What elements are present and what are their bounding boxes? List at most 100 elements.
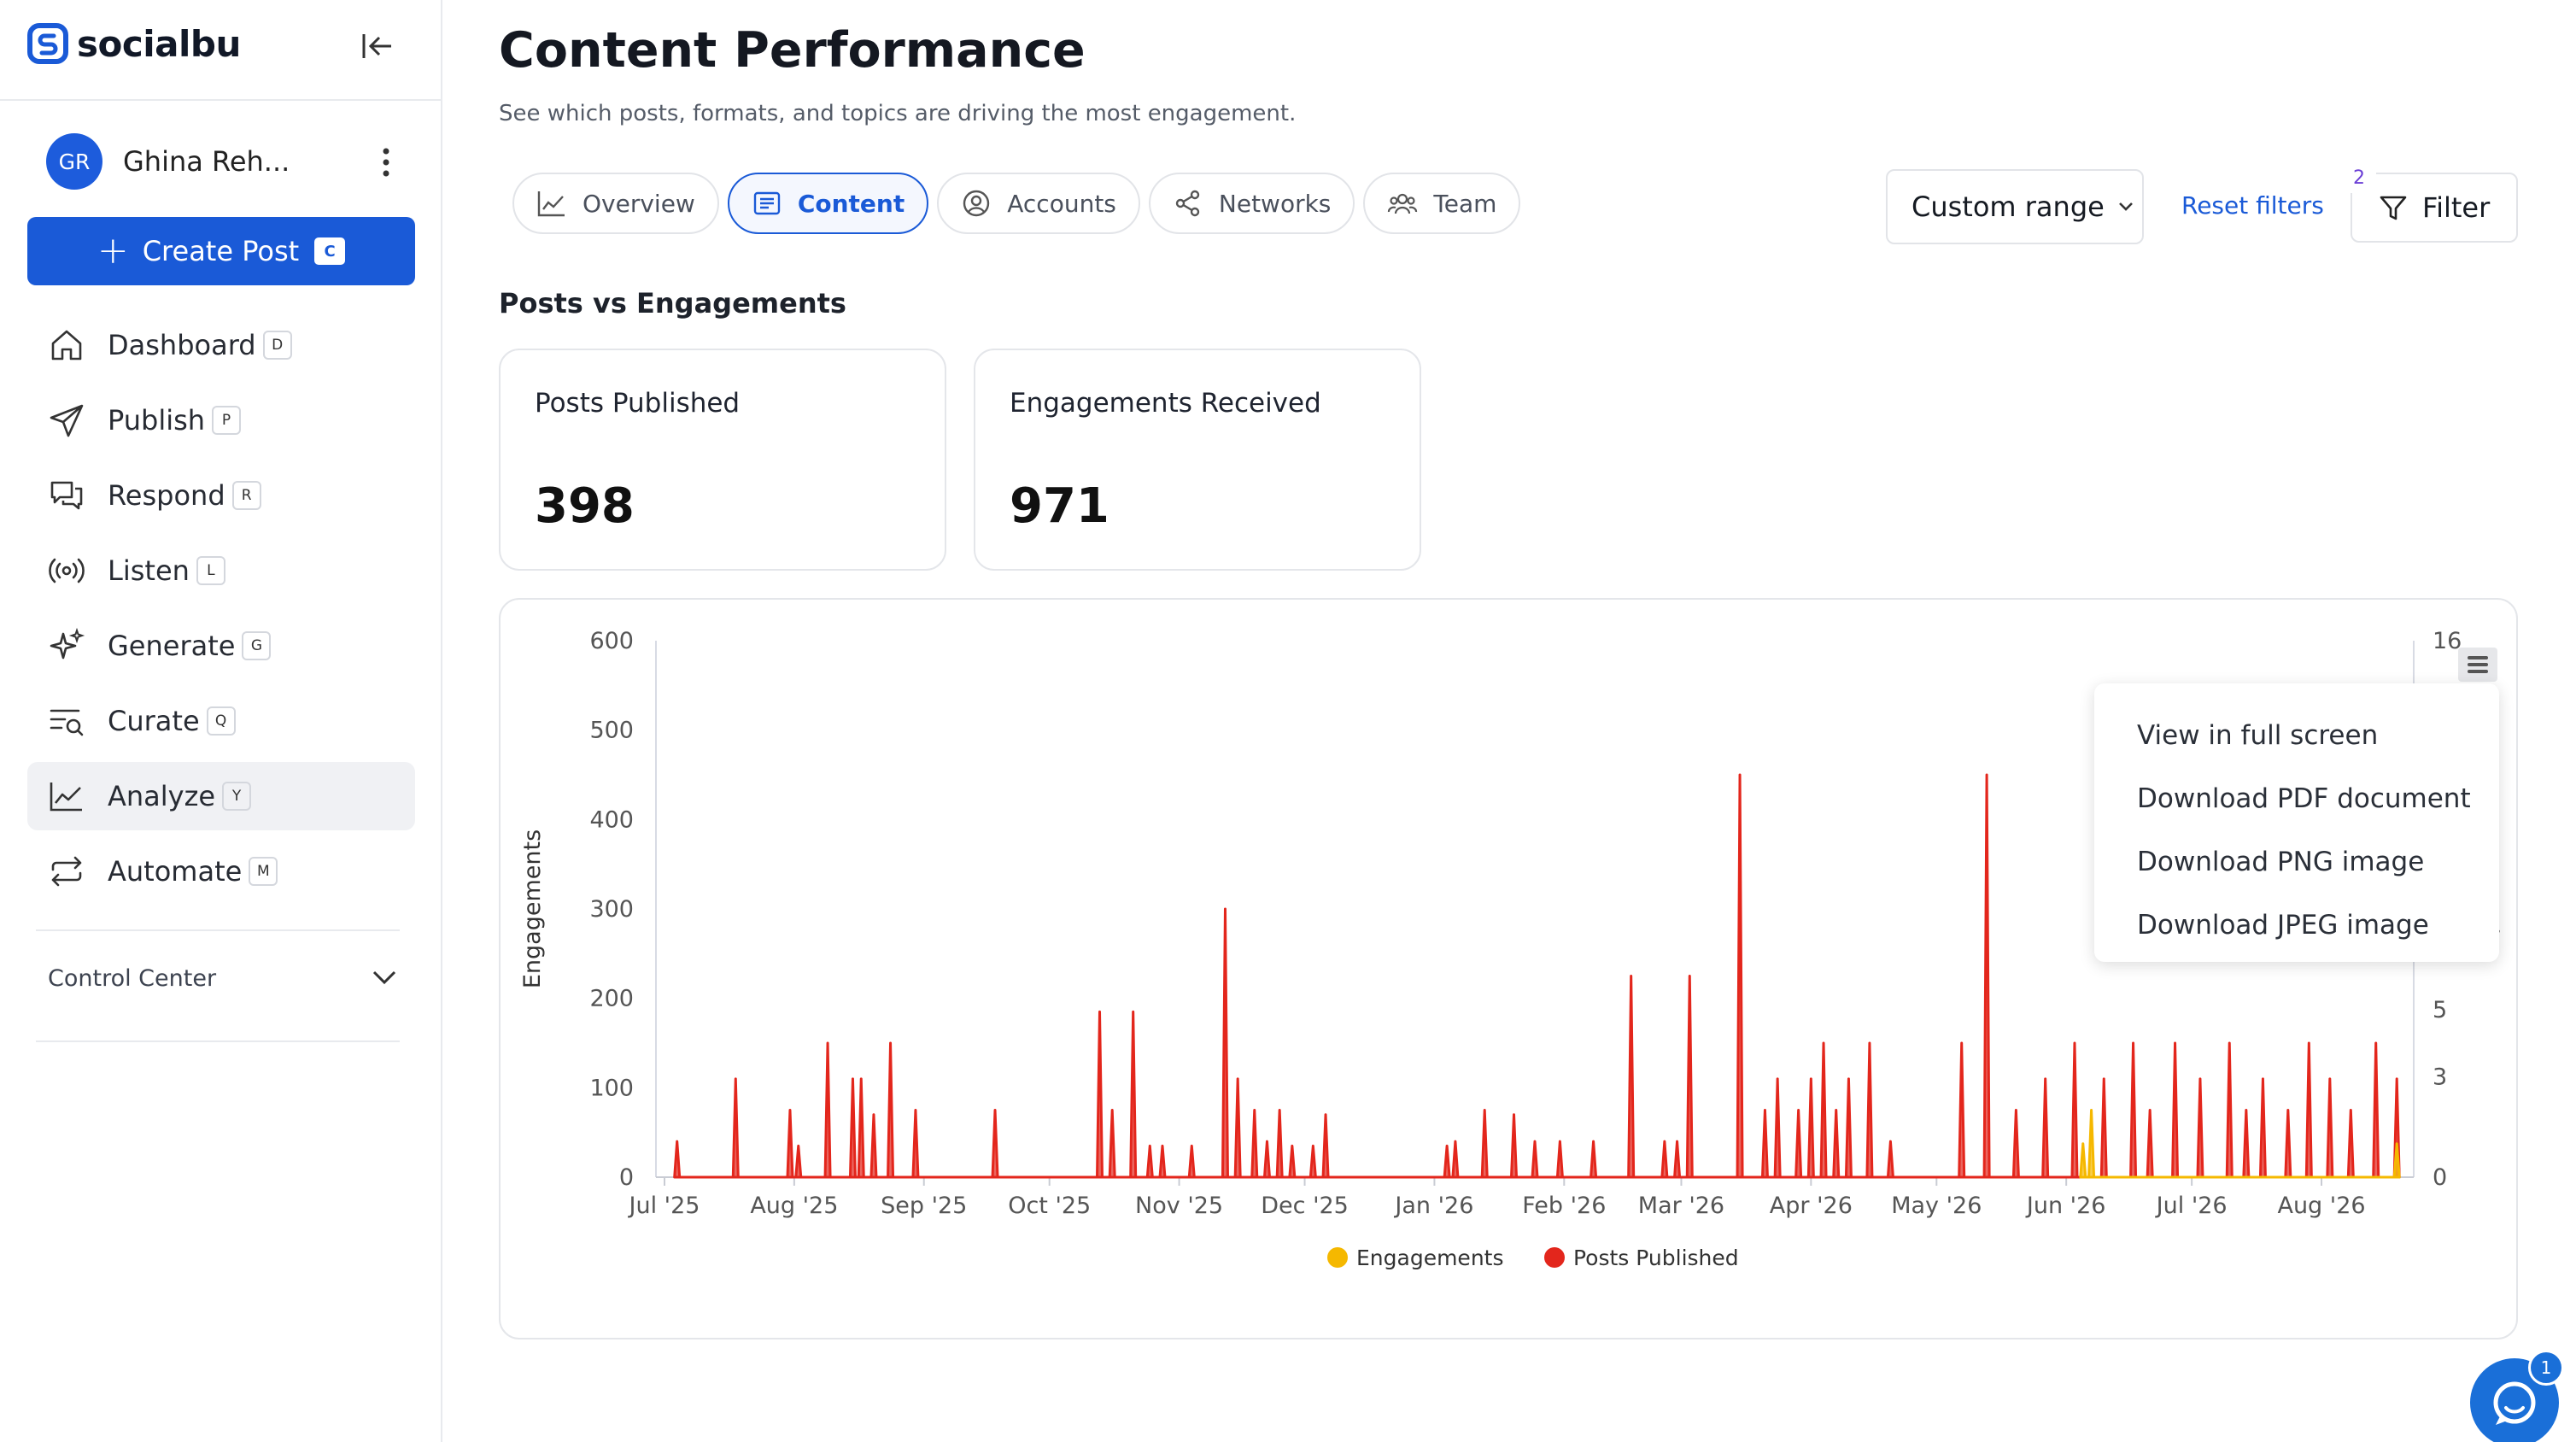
chat-icon bbox=[50, 481, 83, 510]
hamburger-icon bbox=[2468, 670, 2488, 673]
chevron-down-icon bbox=[372, 970, 396, 985]
page-title: Content Performance bbox=[499, 22, 1086, 79]
nav-item-generate[interactable]: Generate G bbox=[27, 612, 415, 680]
socialbu-logo-icon bbox=[27, 23, 68, 64]
x-tick-label: Aug '25 bbox=[750, 1193, 838, 1219]
menu-item-download-jpeg[interactable]: Download JPEG image bbox=[2137, 910, 2429, 941]
nav-item-publish[interactable]: Publish P bbox=[27, 386, 415, 454]
stat-card-engagements: Engagements Received 971 bbox=[974, 349, 1421, 571]
x-tick-label: Jul '26 bbox=[2155, 1193, 2228, 1219]
sidebar: socialbu GR Ghina Reh... + Create Post C… bbox=[0, 0, 442, 1442]
trend-icon bbox=[537, 191, 565, 217]
more-vertical-icon[interactable] bbox=[376, 145, 396, 179]
legend-marker bbox=[1327, 1247, 1348, 1268]
funnel-icon bbox=[2380, 196, 2407, 220]
shortcut-badge: M bbox=[249, 857, 278, 886]
posts-published-series-area bbox=[673, 773, 2401, 1179]
control-center-label: Control Center bbox=[48, 964, 217, 992]
user-circle-icon bbox=[963, 190, 990, 217]
nav-item-dashboard[interactable]: Dashboard D bbox=[27, 311, 415, 379]
y-tick-label: 600 bbox=[589, 628, 634, 654]
nav-label: Generate bbox=[108, 630, 236, 662]
user-name: Ghina Reh... bbox=[123, 145, 290, 178]
tab-label: Team bbox=[1433, 189, 1497, 218]
create-post-shortcut: C bbox=[314, 237, 346, 265]
x-tick-label: Apr '26 bbox=[1770, 1193, 1853, 1219]
support-chat-button[interactable] bbox=[2470, 1358, 2559, 1442]
date-range-value: Custom range bbox=[1912, 191, 2105, 223]
shortcut-badge: D bbox=[262, 331, 292, 360]
send-icon bbox=[50, 404, 84, 437]
list-search-icon bbox=[50, 709, 84, 736]
x-tick-label: Dec '25 bbox=[1261, 1193, 1349, 1219]
nav-label: Analyze bbox=[108, 780, 216, 812]
nav-label: Publish bbox=[108, 404, 206, 437]
nav-item-automate[interactable]: Automate M bbox=[27, 837, 415, 906]
user-menu[interactable]: GR Ghina Reh... bbox=[46, 133, 396, 190]
chevron-down-icon bbox=[2118, 202, 2133, 211]
stat-label: Engagements Received bbox=[1010, 388, 1321, 419]
x-tick-label: Jul '25 bbox=[628, 1193, 700, 1219]
legend-marker bbox=[1544, 1247, 1565, 1268]
collapse-sidebar-icon[interactable] bbox=[357, 29, 396, 63]
stat-value: 971 bbox=[1010, 478, 1109, 534]
shortcut-badge: G bbox=[242, 631, 272, 660]
nav-item-respond[interactable]: Respond R bbox=[27, 461, 415, 530]
shortcut-badge: Q bbox=[206, 706, 236, 736]
tab-label: Overview bbox=[583, 189, 695, 218]
tab-team[interactable]: Team bbox=[1363, 173, 1521, 234]
tab-networks[interactable]: Networks bbox=[1148, 173, 1355, 234]
y-right-tick-label: 3 bbox=[2433, 1064, 2447, 1090]
date-range-select[interactable]: Custom range bbox=[1886, 169, 2144, 244]
x-tick-label: Sep '25 bbox=[881, 1193, 967, 1219]
reset-filters-link[interactable]: Reset filters bbox=[2181, 191, 2324, 220]
y-right-tick-label: 0 bbox=[2433, 1164, 2447, 1191]
chart-line-icon bbox=[50, 783, 82, 812]
nav-label: Listen bbox=[108, 554, 190, 587]
y-tick-label: 400 bbox=[589, 806, 634, 833]
chart-export-menu: View in full screen Download PDF documen… bbox=[2094, 683, 2499, 962]
nav-label: Automate bbox=[108, 855, 243, 888]
engagements-series-area bbox=[2079, 1109, 2401, 1179]
menu-item-download-pdf[interactable]: Download PDF document bbox=[2137, 783, 2471, 814]
shortcut-badge: Y bbox=[222, 782, 252, 811]
create-post-button[interactable]: + Create Post C bbox=[27, 217, 415, 285]
nav-item-analyze[interactable]: Analyze Y bbox=[27, 762, 415, 830]
chat-bubble-icon bbox=[2493, 1381, 2536, 1425]
nav-item-listen[interactable]: Listen L bbox=[27, 536, 415, 605]
document-icon bbox=[753, 191, 781, 215]
tab-label: Content bbox=[797, 189, 905, 218]
analytics-tabs: Overview Content Accounts Networks Team bbox=[512, 173, 1529, 234]
menu-item-fullscreen[interactable]: View in full screen bbox=[2137, 720, 2379, 751]
stat-label: Posts Published bbox=[535, 388, 741, 419]
shortcut-badge: L bbox=[196, 556, 225, 585]
tab-content[interactable]: Content bbox=[727, 173, 929, 234]
tab-label: Networks bbox=[1218, 189, 1332, 218]
nav-item-curate[interactable]: Curate Q bbox=[27, 687, 415, 755]
filter-button[interactable]: Filter bbox=[2351, 173, 2518, 243]
control-center-toggle[interactable]: Control Center bbox=[48, 957, 398, 999]
broadcast-icon bbox=[49, 558, 85, 583]
stat-value: 398 bbox=[535, 478, 635, 534]
sparkles-icon bbox=[50, 627, 85, 659]
brand-name: socialbu bbox=[77, 22, 241, 65]
brand[interactable]: socialbu bbox=[27, 22, 241, 65]
y-tick-label: 500 bbox=[589, 718, 634, 744]
tab-accounts[interactable]: Accounts bbox=[937, 173, 1140, 234]
create-post-label: Create Post bbox=[142, 235, 300, 267]
legend-item-label: Engagements bbox=[1356, 1246, 1504, 1270]
x-tick-label: Aug '26 bbox=[2277, 1193, 2365, 1219]
sidebar-divider bbox=[36, 929, 400, 931]
section-title: Posts vs Engagements bbox=[499, 287, 846, 319]
tab-overview[interactable]: Overview bbox=[512, 173, 719, 234]
repeat-icon bbox=[51, 856, 82, 887]
y-right-tick-label: 16 bbox=[2433, 628, 2462, 654]
y-tick-label: 300 bbox=[589, 896, 634, 923]
filter-label: Filter bbox=[2422, 191, 2491, 224]
menu-item-download-png[interactable]: Download PNG image bbox=[2137, 847, 2425, 877]
chart-menu-button[interactable] bbox=[2458, 648, 2497, 682]
x-tick-label: Jun '26 bbox=[2025, 1193, 2106, 1219]
x-tick-label: Jan '26 bbox=[1393, 1193, 1473, 1219]
y-tick-label: 0 bbox=[619, 1164, 634, 1191]
hamburger-icon bbox=[2468, 663, 2488, 666]
